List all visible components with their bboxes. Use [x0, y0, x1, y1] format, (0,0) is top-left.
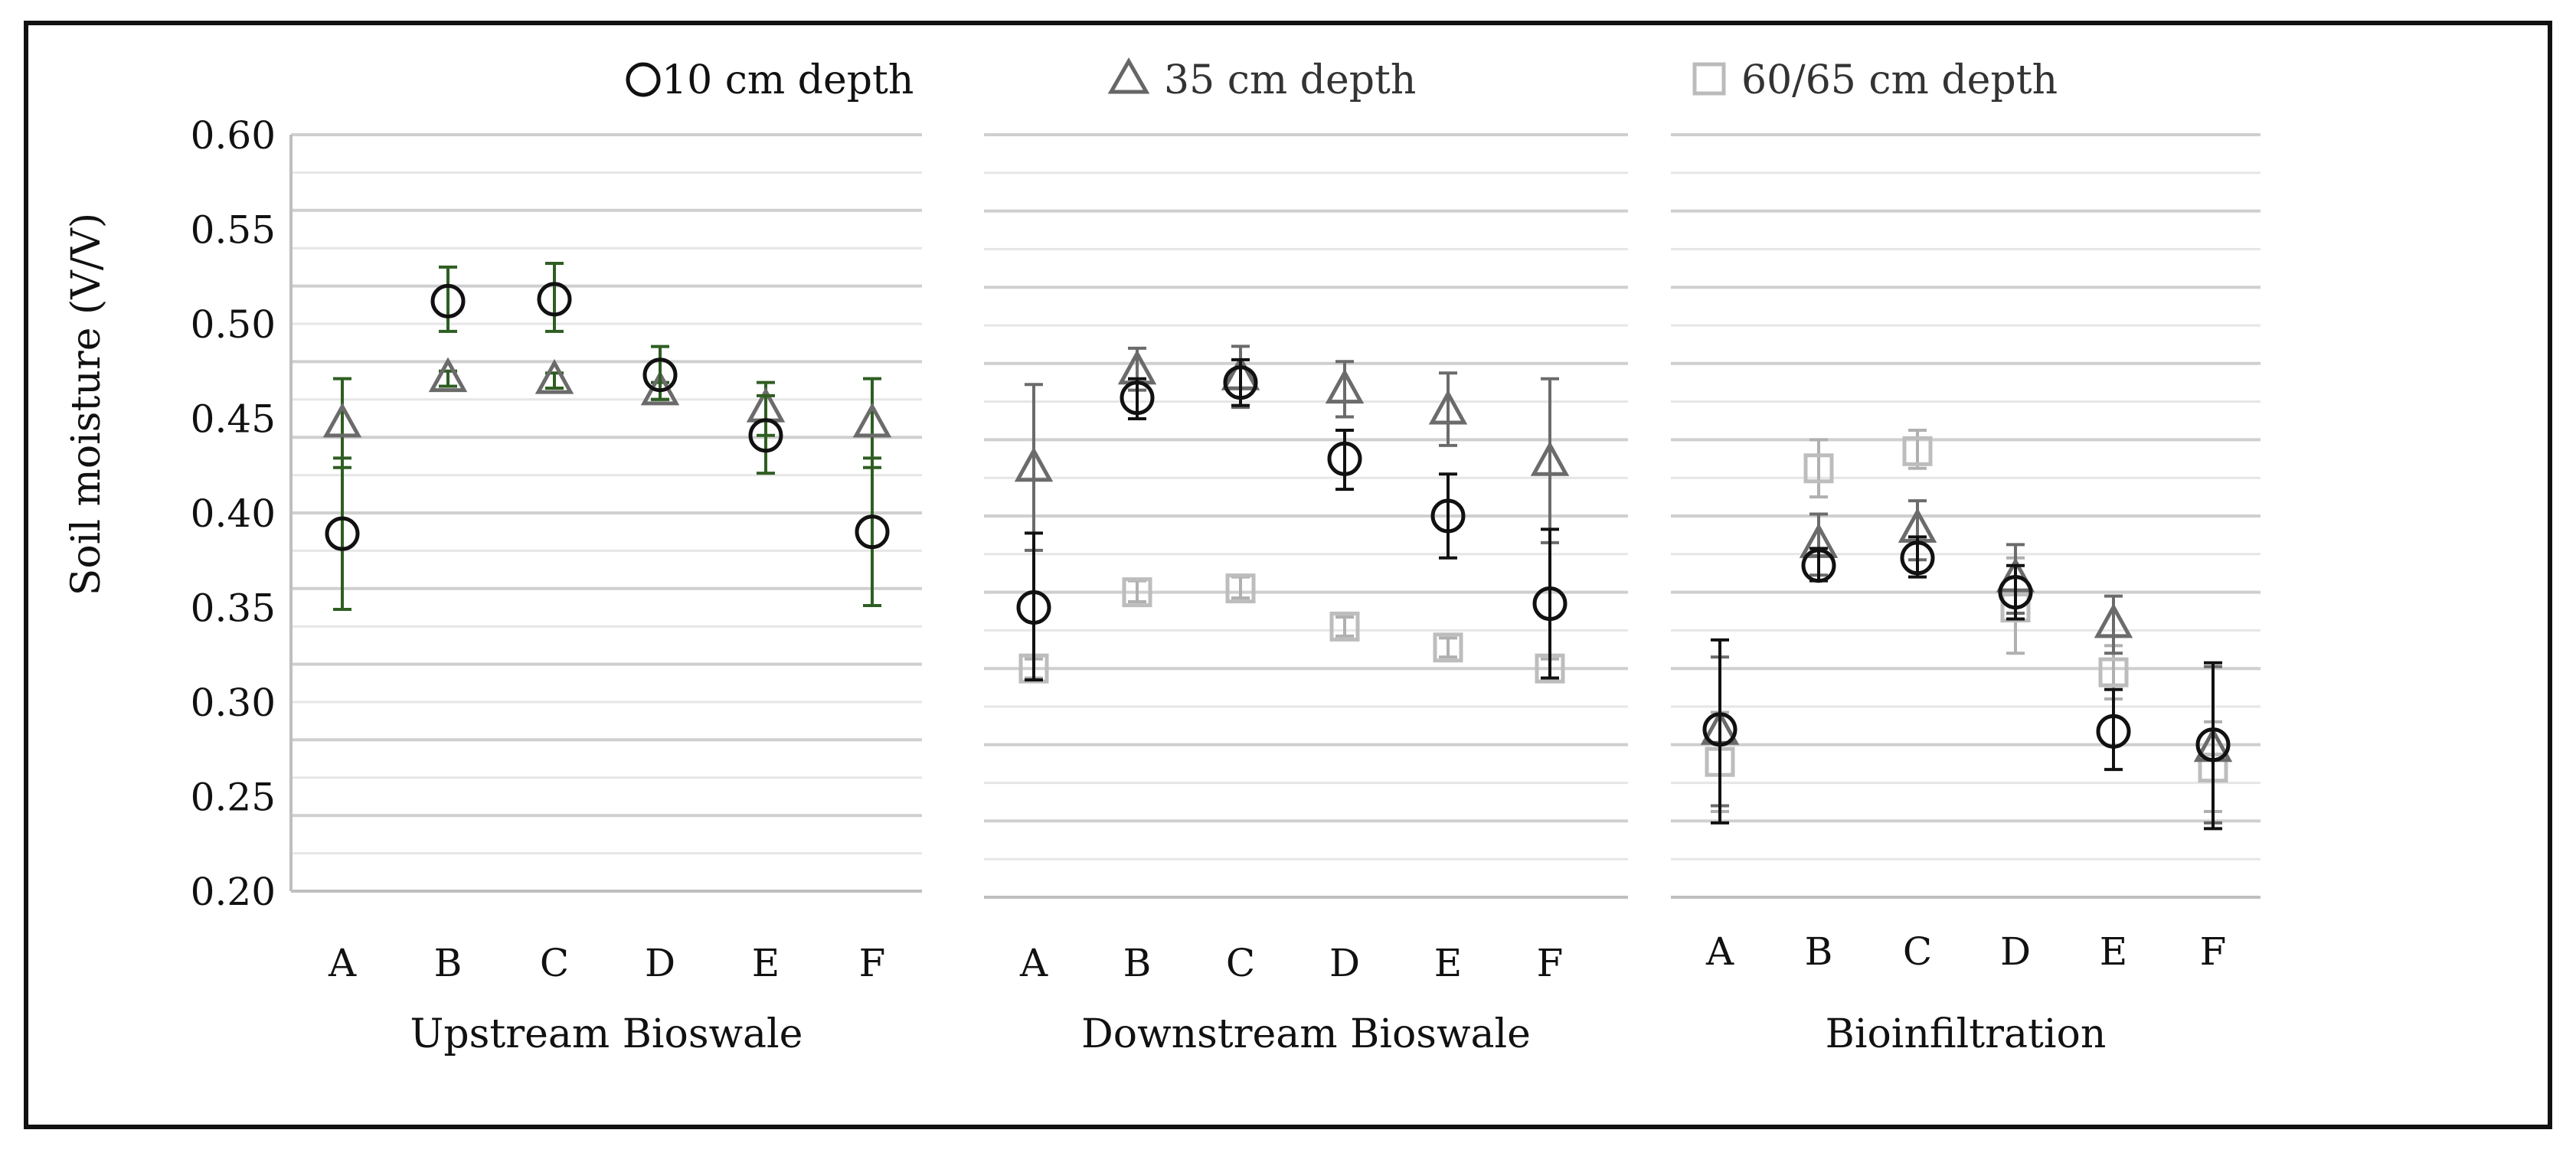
panel-0: A B C D E F Upstream Bioswale	[289, 133, 922, 1057]
point-35cm-C	[534, 358, 574, 394]
panel-title: Upstream Bioswale	[410, 1011, 803, 1057]
point-10cm-C	[537, 282, 572, 317]
point-10cm-B	[1120, 380, 1155, 416]
point-60cm-B	[1122, 577, 1152, 608]
point-35cm-D	[1325, 368, 1365, 404]
x-tick-label: A	[1019, 941, 1048, 985]
x-tick-label: F	[2200, 929, 2227, 974]
x-tick-label: B	[1123, 941, 1152, 985]
point-10cm-D	[1327, 441, 1362, 476]
x-tick-label: A	[1705, 929, 1734, 974]
legend-circle-marker	[626, 62, 661, 97]
x-tick-label: C	[1903, 929, 1932, 974]
legend-square-marker	[1692, 62, 1726, 96]
point-35cm-F	[852, 402, 892, 438]
x-tick-label: C	[1226, 941, 1255, 985]
x-tick-label: E	[752, 941, 780, 985]
point-35cm-E	[2094, 602, 2133, 638]
panel-title: Downstream Bioswale	[1081, 1011, 1531, 1057]
point-60cm-D	[1329, 611, 1360, 642]
x-tick-label: D	[2000, 929, 2031, 974]
legend-item-60cm: 60/65 cm depth	[1692, 57, 2058, 103]
series-d10	[325, 261, 890, 611]
point-10cm-E	[2096, 714, 2131, 749]
y-tick-label: 0.45	[191, 397, 276, 442]
legend-item-10cm: 10 cm depth	[626, 57, 914, 103]
point-10cm-A	[1702, 712, 1737, 747]
x-tick-label: A	[328, 941, 357, 985]
x-tick-label: C	[540, 941, 569, 985]
point-35cm-A	[1014, 446, 1054, 482]
y-tick-label: 0.20	[191, 870, 276, 914]
x-tick-label: B	[1805, 929, 1833, 974]
series-d10	[1702, 535, 2231, 831]
y-tick-label: 0.30	[191, 681, 276, 725]
point-35cm-F	[1530, 441, 1570, 476]
point-10cm-F	[855, 514, 890, 550]
point-10cm-E	[1430, 498, 1466, 534]
x-tick-label: F	[1537, 941, 1564, 985]
x-tick-label: B	[434, 941, 463, 985]
legend-triangle-marker	[1107, 57, 1150, 94]
legend-label-10cm: 10 cm depth	[662, 57, 914, 103]
y-tick-label: 0.25	[191, 776, 276, 820]
point-10cm-E	[748, 418, 783, 453]
series-d35	[1014, 345, 1570, 552]
legend: 10 cm depth 35 cm depth 60/65 cm depth	[626, 57, 2058, 103]
point-10cm-D	[1998, 575, 2033, 610]
y-tick-label: 0.60	[191, 113, 276, 158]
x-tick-label: E	[1434, 941, 1463, 985]
x-tick-label: D	[645, 941, 675, 985]
point-60cm-E	[1433, 632, 1463, 663]
legend-label-35cm: 35 cm depth	[1164, 57, 1416, 103]
point-35cm-B	[428, 357, 468, 393]
point-60cm-E	[2098, 657, 2129, 687]
y-tick-label: 0.50	[191, 302, 276, 347]
y-tick-label: 0.40	[191, 491, 276, 536]
legend-item-35cm: 35 cm depth	[1107, 57, 1416, 103]
panel-title: Bioinfiltration	[1826, 1011, 2107, 1057]
point-60cm-C	[1902, 436, 1933, 466]
legend-label-60cm: 60/65 cm depth	[1741, 57, 2058, 103]
point-10cm-F	[1532, 586, 1568, 622]
point-10cm-A	[325, 516, 360, 551]
y-tick-label: 0.35	[191, 586, 276, 631]
figure-frame	[24, 21, 2552, 1129]
y-axis-ticks: 0.60 0.55 0.50 0.45 0.40 0.35 0.30 0.25 0.20	[191, 113, 276, 914]
point-35cm-A	[322, 402, 362, 438]
x-tick-label: F	[859, 941, 886, 985]
point-60cm-B	[1803, 453, 1834, 484]
y-axis-title: Soil moisture (V/V)	[64, 213, 110, 596]
point-10cm-B	[1801, 548, 1836, 583]
panel-2: A B C D E F Bioinfiltration	[1671, 133, 2261, 1057]
point-10cm-F	[2195, 727, 2231, 763]
point-10cm-B	[430, 283, 466, 318]
point-10cm-C	[1223, 365, 1258, 400]
point-10cm-D	[642, 358, 678, 393]
y-tick-label: 0.55	[191, 208, 276, 253]
point-35cm-E	[1428, 389, 1468, 425]
point-10cm-C	[1900, 540, 1935, 576]
point-10cm-A	[1016, 590, 1051, 625]
x-tick-label: D	[1329, 941, 1360, 985]
series-d10	[1016, 358, 1568, 682]
x-tick-label: E	[2100, 929, 2128, 974]
point-60cm-C	[1225, 573, 1256, 604]
